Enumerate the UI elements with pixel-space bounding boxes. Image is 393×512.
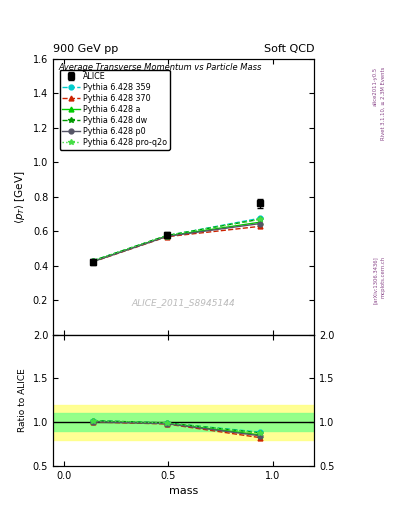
Text: 900 GeV pp: 900 GeV pp xyxy=(53,44,118,54)
Text: Rivet 3.1.10, ≥ 2.3M Events: Rivet 3.1.10, ≥ 2.3M Events xyxy=(381,67,386,140)
Bar xyxy=(53,413,314,431)
Text: alice2011-y0.5: alice2011-y0.5 xyxy=(373,67,378,105)
Y-axis label: Ratio to ALICE: Ratio to ALICE xyxy=(18,369,27,432)
Text: Soft QCD: Soft QCD xyxy=(264,44,314,54)
Text: Average Transverse Momentum vs Particle Mass: Average Transverse Momentum vs Particle … xyxy=(58,63,262,72)
Text: ALICE_2011_S8945144: ALICE_2011_S8945144 xyxy=(132,298,235,307)
Y-axis label: $\langle p_T\rangle$ [GeV]: $\langle p_T\rangle$ [GeV] xyxy=(13,170,27,224)
X-axis label: mass: mass xyxy=(169,486,198,496)
Text: [arXiv:1306.3436]: [arXiv:1306.3436] xyxy=(373,256,378,304)
Legend: ALICE, Pythia 6.428 359, Pythia 6.428 370, Pythia 6.428 a, Pythia 6.428 dw, Pyth: ALICE, Pythia 6.428 359, Pythia 6.428 37… xyxy=(60,70,170,150)
Bar xyxy=(53,404,314,440)
Text: mcplots.cern.ch: mcplots.cern.ch xyxy=(381,256,386,298)
